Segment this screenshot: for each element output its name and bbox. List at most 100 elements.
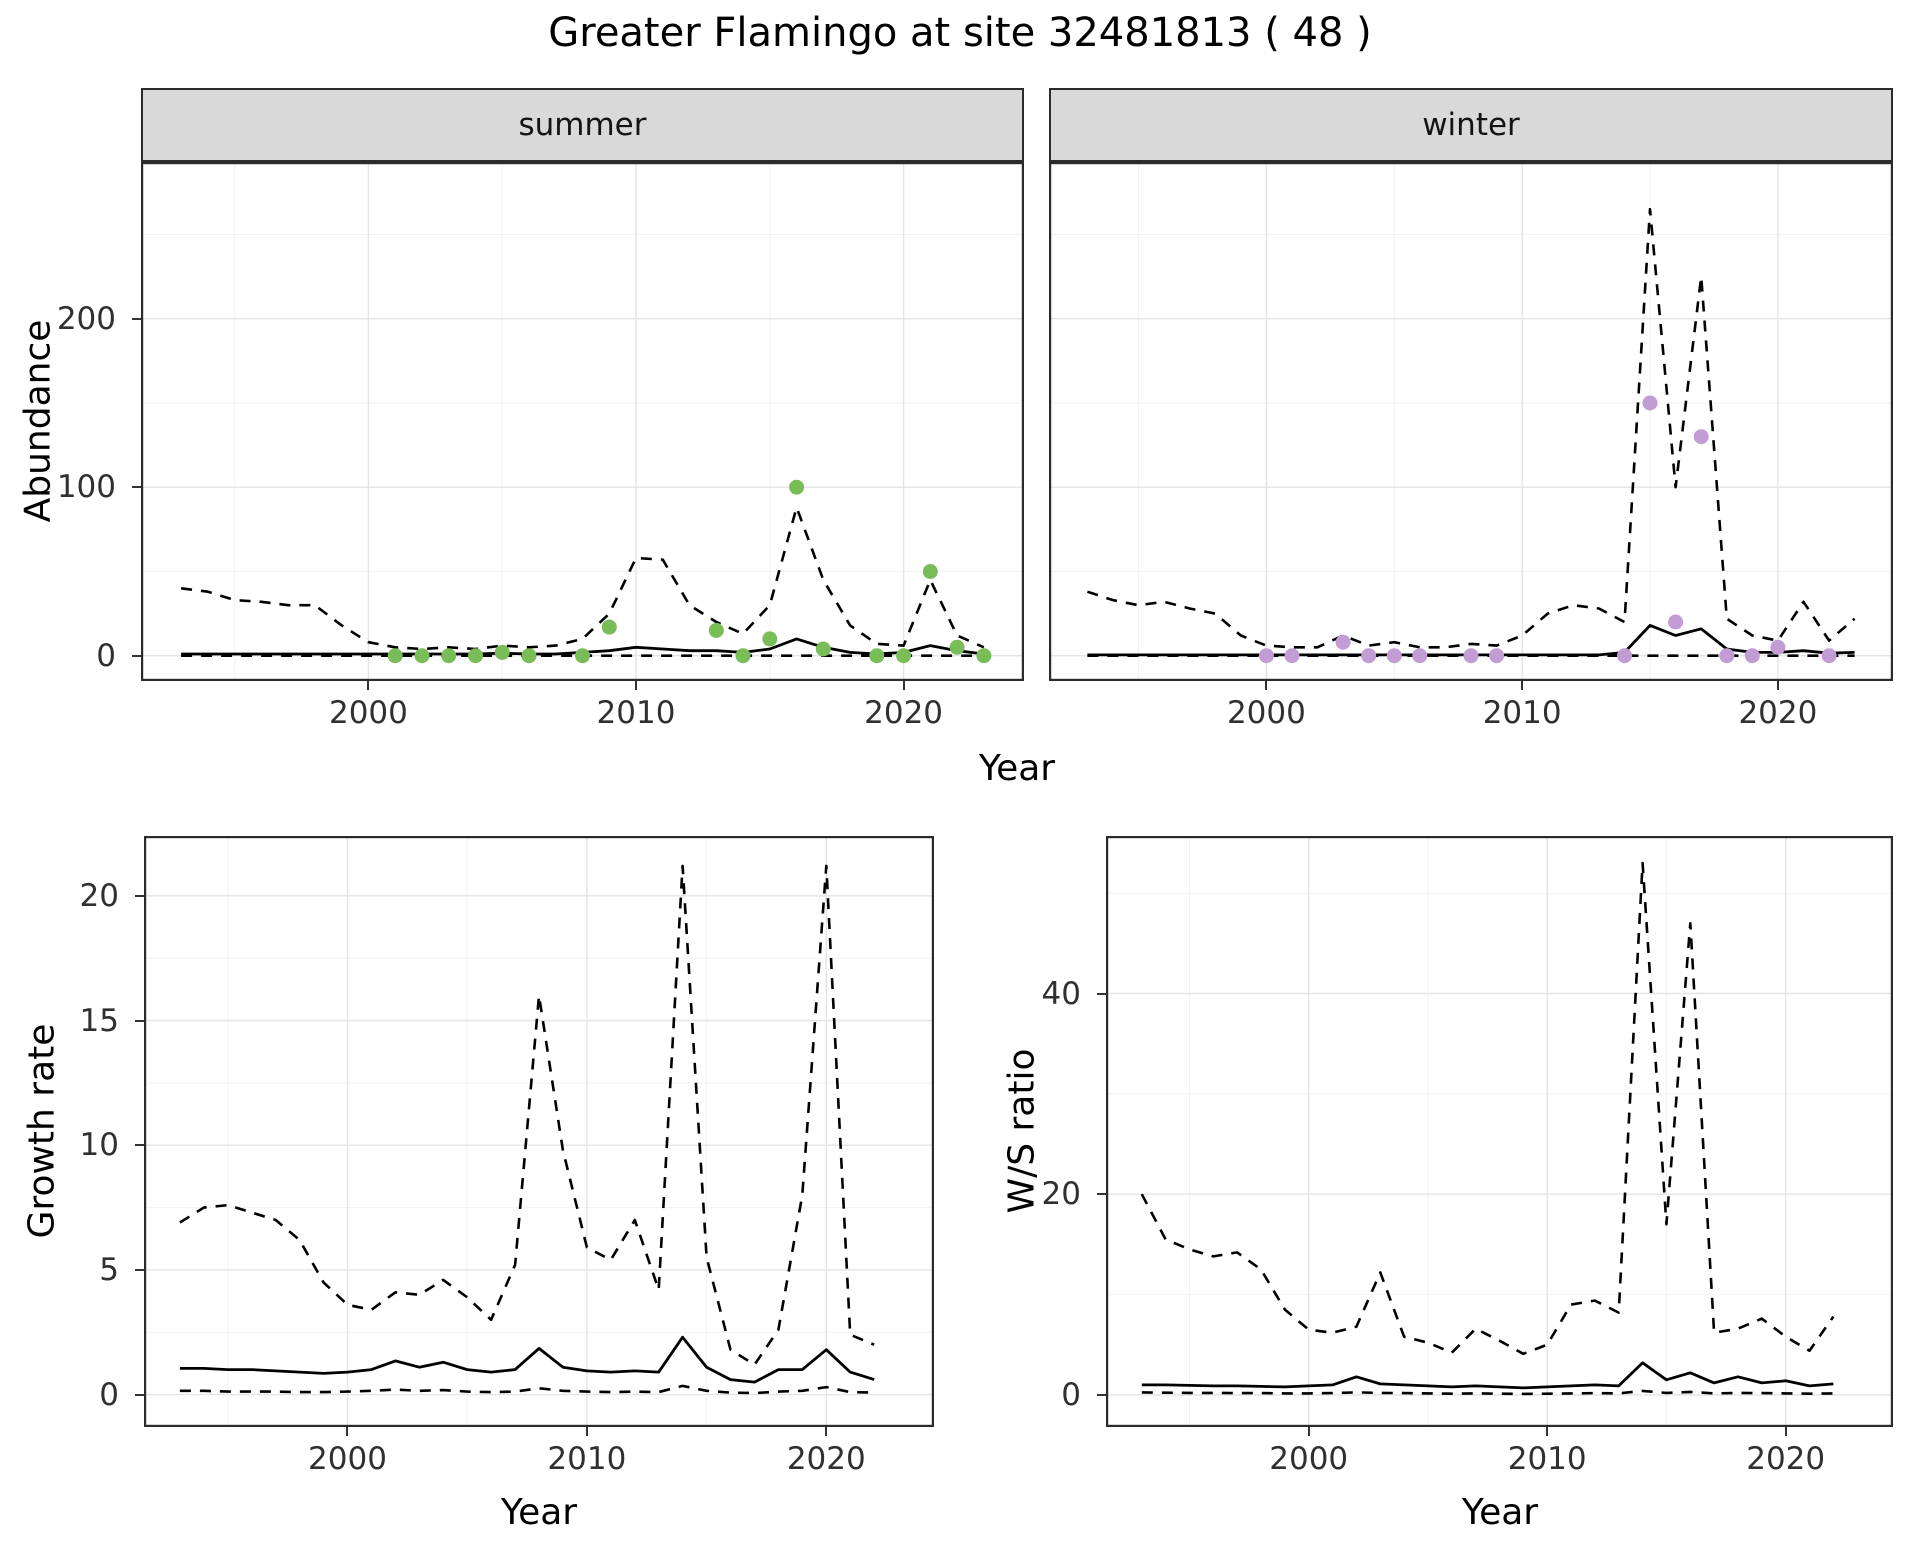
y-tick-mark	[135, 894, 144, 897]
x-tick-mark	[346, 1427, 349, 1436]
y-tick-mark	[135, 1268, 144, 1271]
observed-count-point	[735, 648, 751, 664]
observed-count-point	[949, 639, 965, 655]
x-tick-mark	[585, 1427, 588, 1436]
y-tick-label: 100	[56, 469, 116, 506]
x-tick-mark	[1521, 681, 1524, 690]
y-tick-label: 40	[1041, 975, 1081, 1012]
x-tick-mark	[1784, 1427, 1787, 1436]
observed-count-point	[789, 479, 805, 495]
observed-count-point	[1335, 634, 1351, 650]
growth_rate-canvas	[143, 835, 935, 1428]
y-tick-mark	[1097, 992, 1106, 995]
panel-border	[143, 835, 935, 1428]
panel-abundance-summer	[140, 161, 1025, 682]
observed-count-point	[1821, 648, 1837, 664]
x-tick-mark	[1546, 1427, 1549, 1436]
figure-title: Greater Flamingo at site 32481813 ( 48 )	[548, 10, 1372, 56]
x-tick-mark	[635, 681, 637, 690]
y-tick-mark	[132, 486, 141, 489]
y-tick-mark	[1097, 1393, 1106, 1396]
y-tick-label: 20	[79, 877, 119, 914]
median-line	[179, 1335, 875, 1384]
y-tick-label: 0	[1061, 1376, 1081, 1413]
panel-abundance-winter	[1048, 161, 1894, 682]
upper-ci-line	[1086, 207, 1856, 649]
observed-count-point	[575, 648, 590, 664]
y-tick-mark	[132, 654, 141, 657]
y-tick-mark	[1097, 1193, 1106, 1196]
observed-count-point	[1284, 648, 1300, 664]
y-tick-label: 200	[56, 300, 116, 337]
observed-count-point	[1770, 639, 1786, 655]
x-tick-mark	[367, 681, 370, 690]
x-tick-mark	[825, 1427, 828, 1436]
observed-count-point	[601, 619, 617, 635]
median-line	[1141, 1361, 1834, 1390]
observed-count-point	[387, 648, 403, 664]
y-tick-label: 0	[96, 637, 116, 674]
y-tick-label: 20	[1041, 1176, 1081, 1213]
facet-strip-winter-label: winter	[1422, 107, 1520, 143]
panel-border	[1048, 161, 1894, 682]
facet-strip-winter: winter	[1049, 88, 1893, 162]
year-axis-label-growth: Year	[500, 1492, 578, 1533]
x-tick-label: 2010	[547, 1441, 627, 1477]
upper-ci-line	[180, 506, 985, 651]
observed-count-point	[1386, 648, 1402, 664]
panel-background	[1106, 836, 1893, 1427]
observed-count-point	[414, 648, 430, 664]
panel-border	[1105, 835, 1894, 1428]
observed-count-point	[1617, 648, 1632, 664]
year-axis-label-ws: Year	[1461, 1492, 1539, 1533]
x-tick-mark	[1776, 681, 1779, 690]
observed-count-point	[896, 648, 912, 664]
panel-background	[141, 162, 1024, 681]
x-tick-mark	[902, 681, 905, 690]
upper-ci-line	[1140, 861, 1835, 1356]
panel-growth-rate	[143, 835, 935, 1428]
x-tick-mark	[1307, 1427, 1310, 1436]
y-tick-label: 10	[79, 1127, 119, 1164]
abundance_summer-canvas	[140, 161, 1025, 682]
x-tick-label: 2010	[1507, 1441, 1587, 1477]
observed-count-point	[1412, 648, 1428, 664]
x-tick-label: 2000	[328, 695, 408, 731]
upper-ci-line	[179, 864, 875, 1367]
y-tick-mark	[135, 1393, 144, 1396]
x-tick-label: 2000	[1226, 695, 1306, 731]
lower-ci-line	[179, 1384, 875, 1395]
y-tick-label: 0	[99, 1376, 119, 1413]
observed-count-point	[468, 648, 483, 664]
facet-strip-summer: summer	[141, 88, 1024, 162]
panel-background	[144, 836, 934, 1427]
observed-count-point	[1258, 648, 1274, 664]
x-tick-label: 2020	[1738, 695, 1818, 731]
x-tick-label: 2020	[786, 1441, 866, 1477]
lower-ci-line	[1141, 1389, 1834, 1396]
observed-count-point	[1642, 395, 1658, 411]
y-tick-mark	[135, 1144, 144, 1147]
observed-count-point	[1719, 648, 1735, 664]
x-tick-label: 2000	[308, 1441, 387, 1477]
ws_ratio-canvas	[1105, 835, 1894, 1428]
abundance_winter-canvas	[1048, 161, 1894, 682]
y-tick-mark	[132, 317, 141, 320]
x-tick-label: 2000	[1269, 1441, 1349, 1477]
facet-strip-summer-label: summer	[518, 107, 647, 143]
observed-count-point	[708, 622, 724, 638]
panel-ws-ratio	[1105, 835, 1894, 1428]
observed-count-point	[976, 648, 992, 664]
panel-border	[140, 161, 1025, 682]
observed-count-point	[762, 631, 778, 647]
observed-count-point	[1489, 648, 1505, 664]
x-tick-label: 2020	[1746, 1441, 1826, 1477]
observed-count-point	[815, 641, 831, 657]
y-tick-mark	[135, 1019, 144, 1022]
year-axis-label-top: Year	[978, 748, 1056, 789]
observed-count-point	[1463, 648, 1479, 664]
x-tick-label: 2010	[596, 695, 676, 731]
x-tick-label: 2010	[1482, 695, 1562, 731]
observed-count-point	[441, 648, 457, 664]
